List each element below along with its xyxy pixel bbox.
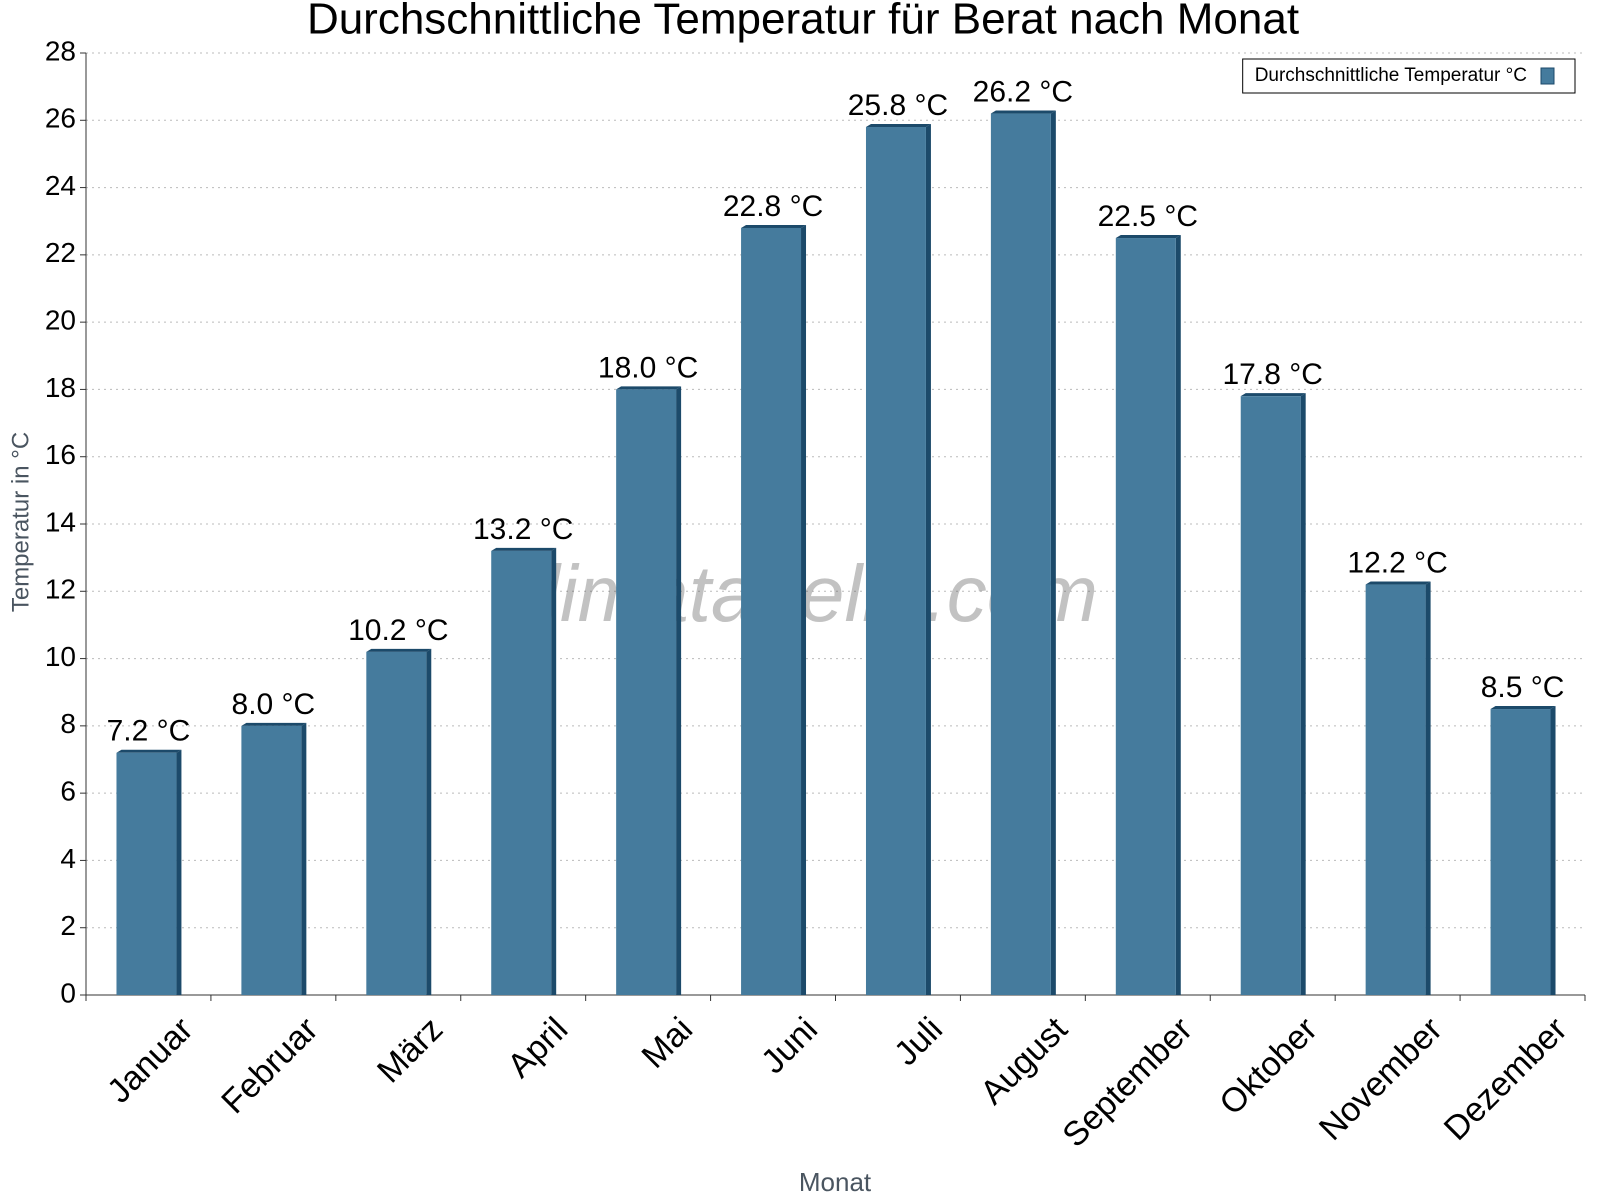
y-tick-label: 26 bbox=[45, 103, 76, 134]
y-tick-label: 16 bbox=[45, 439, 76, 470]
bar-top bbox=[1115, 235, 1181, 239]
data-label: 8.0 °C bbox=[232, 688, 316, 721]
x-tick-label: Juni bbox=[754, 1010, 825, 1081]
bar-top bbox=[616, 386, 682, 390]
data-label: 22.8 °C bbox=[723, 190, 823, 223]
data-label: 26.2 °C bbox=[973, 75, 1073, 108]
bar-side bbox=[1175, 235, 1181, 996]
data-label: 22.5 °C bbox=[1098, 200, 1198, 233]
y-tick-label: 2 bbox=[60, 910, 76, 941]
legend-swatch bbox=[1540, 67, 1555, 85]
x-tick-label: Mai bbox=[635, 1010, 701, 1076]
y-tick-label: 6 bbox=[60, 776, 76, 807]
bar-top bbox=[741, 224, 807, 228]
bar-side bbox=[1425, 581, 1431, 995]
x-tick-label: August bbox=[973, 1010, 1075, 1112]
bar-side bbox=[426, 648, 432, 995]
bar-top bbox=[491, 547, 557, 551]
bar-side bbox=[301, 722, 307, 995]
y-axis-label: Temperatur in °C bbox=[7, 432, 34, 612]
y-tick-label: 18 bbox=[45, 372, 76, 403]
bar bbox=[241, 725, 302, 995]
bar bbox=[741, 227, 802, 995]
x-tick-label: Dezember bbox=[1437, 1010, 1575, 1148]
y-tick-label: 28 bbox=[45, 35, 76, 66]
bar-top bbox=[865, 124, 931, 128]
data-label: 25.8 °C bbox=[848, 89, 948, 122]
x-tick-label: September bbox=[1055, 1010, 1199, 1154]
data-label: 8.5 °C bbox=[1481, 671, 1565, 704]
bar-side bbox=[925, 124, 931, 995]
y-tick-label: 12 bbox=[45, 574, 76, 605]
data-label: 10.2 °C bbox=[348, 614, 448, 647]
y-tick-label: 8 bbox=[60, 708, 76, 739]
x-axis-label: Monat bbox=[799, 1167, 872, 1197]
data-label: 13.2 °C bbox=[473, 513, 573, 546]
bar bbox=[1115, 238, 1176, 996]
y-tick-label: 4 bbox=[60, 843, 76, 874]
y-tick-label: 10 bbox=[45, 641, 76, 672]
bar bbox=[366, 651, 427, 995]
y-tick-label: 20 bbox=[45, 305, 76, 336]
y-tick-label: 14 bbox=[45, 506, 76, 537]
bar-top bbox=[366, 648, 432, 652]
bar-top bbox=[1490, 706, 1556, 710]
bar bbox=[865, 127, 926, 995]
x-tick-label: Januar bbox=[100, 1010, 200, 1110]
bar-top bbox=[990, 110, 1056, 114]
bar-side bbox=[1050, 110, 1056, 996]
bar bbox=[616, 389, 677, 995]
x-tick-label: November bbox=[1312, 1010, 1450, 1148]
data-label: 18.0 °C bbox=[598, 351, 698, 384]
y-tick-label: 22 bbox=[45, 237, 76, 268]
chart-title: Durchschnittliche Temperatur für Berat n… bbox=[307, 0, 1299, 44]
x-tick-label: März bbox=[370, 1010, 450, 1090]
bar-side bbox=[1300, 393, 1306, 996]
bar bbox=[990, 113, 1051, 996]
legend-box bbox=[1242, 58, 1576, 94]
x-tick-label: Juli bbox=[887, 1010, 950, 1073]
legend-label: Durchschnittliche Temperatur °C bbox=[1255, 65, 1527, 86]
bar-side bbox=[176, 749, 182, 995]
bar-side bbox=[676, 386, 682, 995]
y-tick-label: 24 bbox=[45, 170, 76, 201]
bar-side bbox=[1550, 706, 1556, 995]
bar-top bbox=[241, 722, 307, 726]
data-label: 17.8 °C bbox=[1223, 358, 1323, 391]
bar bbox=[1490, 709, 1551, 995]
bar-side bbox=[551, 547, 557, 995]
bar bbox=[1365, 584, 1426, 995]
x-tick-label: Oktober bbox=[1212, 1010, 1324, 1122]
bar-top bbox=[1240, 393, 1306, 397]
legend: Durchschnittliche Temperatur °C bbox=[1242, 58, 1576, 94]
bar bbox=[491, 550, 552, 995]
x-tick-label: Februar bbox=[214, 1010, 325, 1121]
data-label: 7.2 °C bbox=[107, 715, 191, 748]
bar-side bbox=[801, 224, 807, 995]
data-label: 12.2 °C bbox=[1347, 546, 1447, 579]
bar bbox=[1240, 396, 1301, 996]
y-tick-label: 0 bbox=[60, 977, 76, 1008]
bar bbox=[116, 752, 177, 995]
bar-top bbox=[1365, 581, 1431, 585]
x-tick-label: April bbox=[500, 1010, 575, 1085]
bar-top bbox=[116, 749, 182, 753]
